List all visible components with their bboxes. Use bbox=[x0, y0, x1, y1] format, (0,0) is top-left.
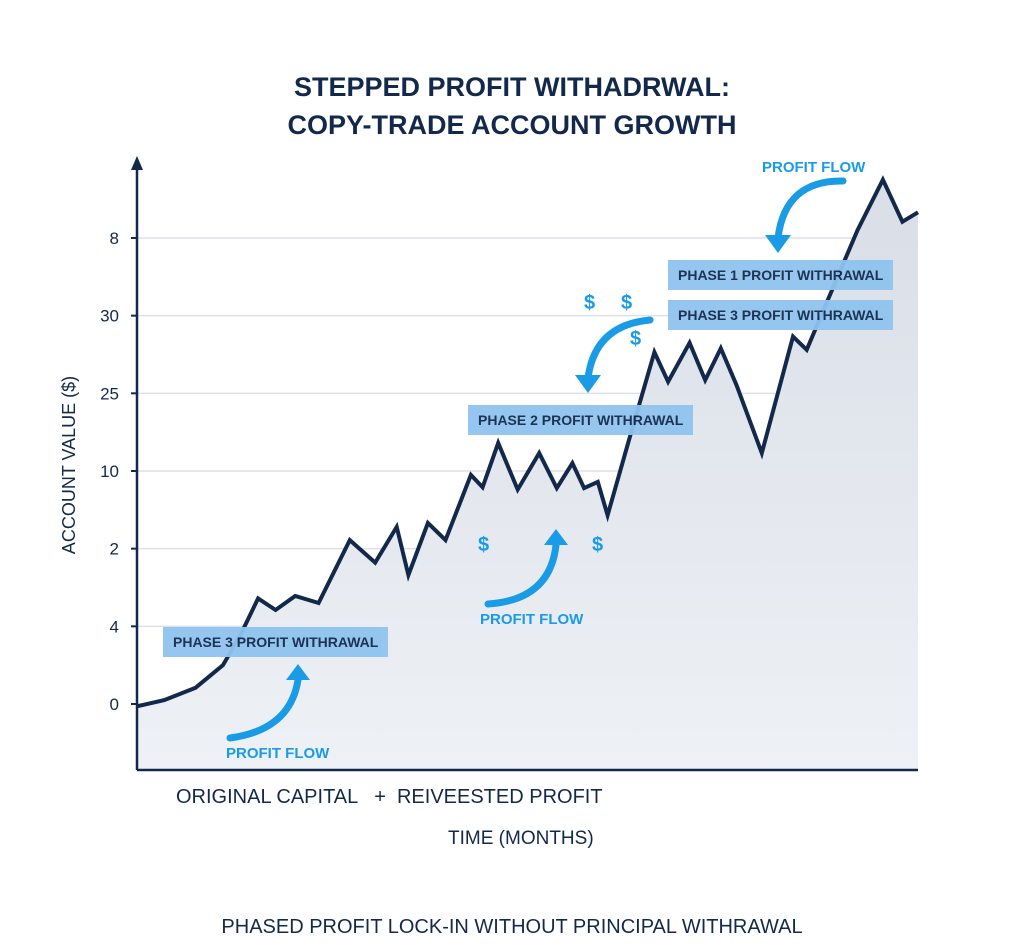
y-tick-label: 30 bbox=[100, 307, 119, 326]
arrow-flow-mid bbox=[484, 541, 560, 608]
dollar-icon: $ bbox=[592, 534, 604, 556]
y-tick-label: 0 bbox=[110, 695, 119, 714]
chart-footer: PHASED PROFIT LOCK-IN WITHOUT PRINCIPAL … bbox=[221, 916, 803, 938]
y-tick-label: 2 bbox=[110, 540, 119, 559]
x-axis-label: TIME (MONTHS) bbox=[448, 828, 594, 849]
y-tick-label: 10 bbox=[100, 462, 119, 481]
profit-flow-label: PROFIT FLOW bbox=[480, 611, 584, 628]
chart-title: STEPPED PROFIT WITHADRWAL: bbox=[294, 72, 730, 102]
y-tick-label: 8 bbox=[110, 229, 119, 248]
dollar-icon: $ bbox=[478, 534, 490, 556]
dollar-icon: $ bbox=[621, 292, 633, 314]
annotation-phase1: PHASE 1 PROFIT WITHRAWAL bbox=[668, 260, 894, 290]
y-tick-label: 25 bbox=[100, 384, 119, 403]
arrowhead-down-icon bbox=[765, 235, 791, 253]
series-line bbox=[136, 175, 920, 709]
y-axis-arrow-icon bbox=[131, 156, 143, 170]
arrow-phase2 bbox=[584, 316, 654, 382]
profit-flow-label: PROFIT FLOW bbox=[762, 159, 866, 176]
profit-flow-label: PROFIT FLOW bbox=[226, 745, 330, 762]
annotation-phase3-low: PHASE 3 PROFIT WITHRAWAL bbox=[163, 627, 389, 657]
dollar-icon: $ bbox=[630, 328, 642, 350]
dollar-icon: $ bbox=[584, 292, 596, 314]
annotation-phase3-high: PHASE 3 PROFIT WITHRAWAL bbox=[668, 300, 894, 330]
y-tick-label: 4 bbox=[110, 617, 119, 636]
chart-subtitle: COPY-TRADE ACCOUNT GROWTH bbox=[287, 110, 737, 140]
arrowhead-up-icon bbox=[544, 529, 568, 545]
arrow-flow-top bbox=[774, 177, 847, 242]
arrowhead-up-icon bbox=[286, 664, 310, 680]
arrowhead-down-icon bbox=[575, 375, 601, 393]
annotation-phase2: PHASE 2 PROFIT WITHRAWAL bbox=[468, 405, 694, 435]
legend-text: ORIGINAL CAPITAL + REIVEESTED PROFIT bbox=[176, 786, 603, 808]
y-axis-label: ACCOUNT VALUE ($) bbox=[59, 376, 79, 554]
arrow-flow-low bbox=[226, 676, 302, 742]
